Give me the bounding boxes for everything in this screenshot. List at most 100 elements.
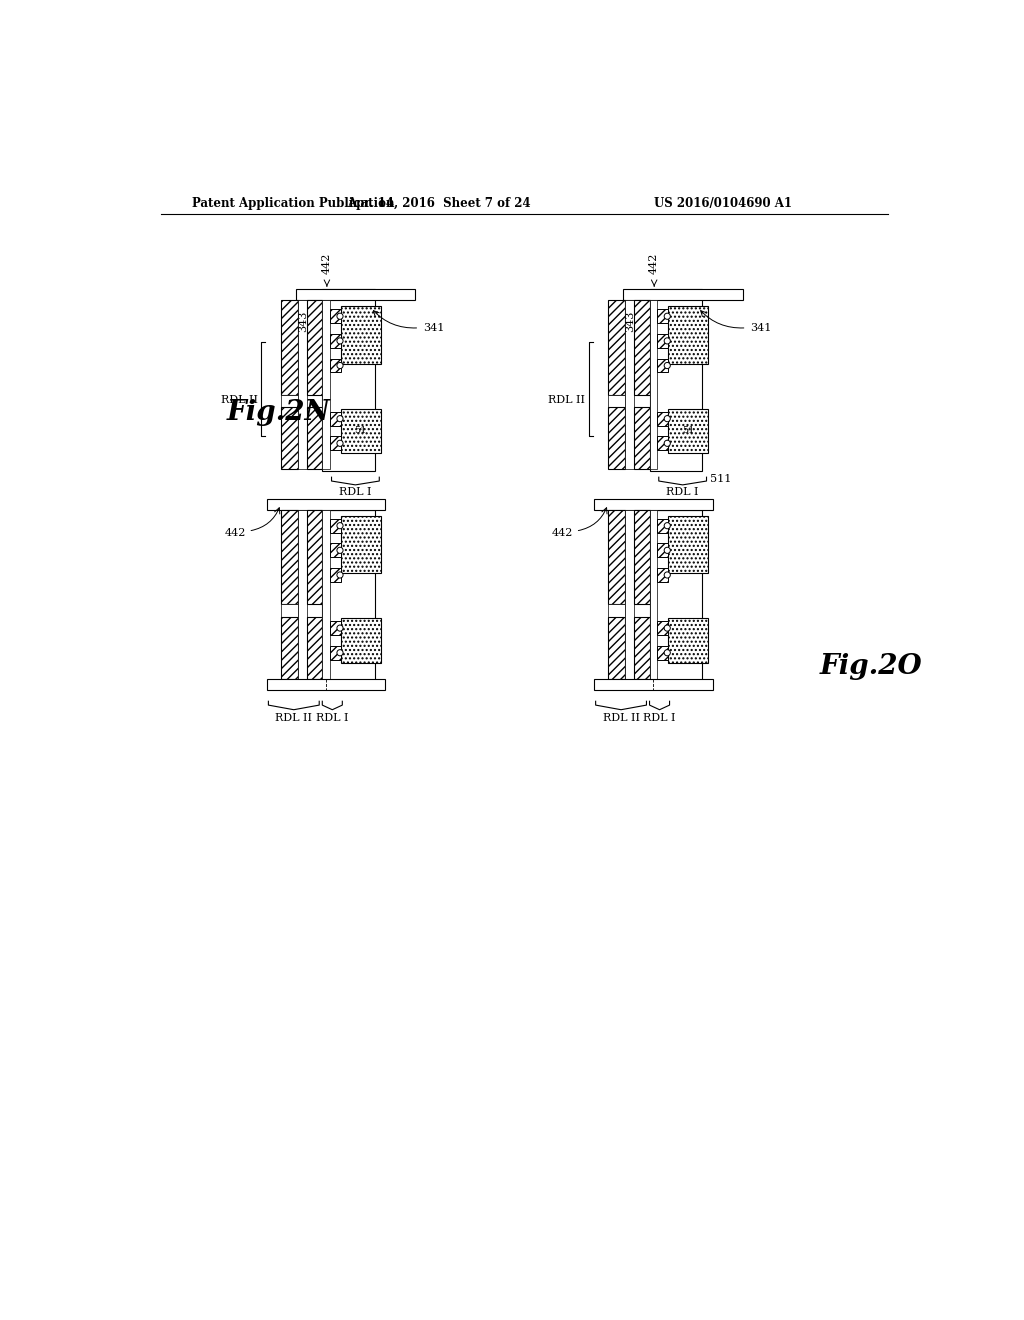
Bar bbox=[657, 412, 668, 425]
Bar bbox=[323, 289, 375, 471]
Circle shape bbox=[337, 572, 343, 578]
Bar bbox=[341, 306, 381, 364]
Bar bbox=[296, 289, 416, 300]
Bar bbox=[323, 510, 330, 678]
Bar bbox=[330, 309, 341, 323]
Bar bbox=[634, 510, 649, 605]
Bar bbox=[649, 510, 657, 678]
Bar bbox=[657, 309, 668, 323]
Text: 341: 341 bbox=[751, 323, 772, 333]
Bar bbox=[657, 437, 668, 450]
Bar bbox=[330, 412, 341, 425]
Bar bbox=[625, 300, 634, 470]
Bar bbox=[594, 678, 713, 689]
Bar bbox=[657, 622, 668, 635]
Circle shape bbox=[665, 523, 671, 529]
Bar bbox=[330, 645, 341, 660]
Text: Patent Application Publication: Patent Application Publication bbox=[193, 197, 394, 210]
Text: RDL II: RDL II bbox=[275, 713, 312, 723]
Bar bbox=[323, 300, 330, 470]
Bar bbox=[634, 300, 649, 395]
Bar bbox=[341, 618, 381, 663]
Text: RDL I: RDL I bbox=[339, 487, 372, 498]
Text: 442: 442 bbox=[224, 528, 246, 537]
Circle shape bbox=[337, 441, 343, 446]
Circle shape bbox=[665, 649, 671, 656]
Bar bbox=[323, 510, 375, 681]
Bar bbox=[657, 544, 668, 557]
Bar bbox=[608, 616, 625, 678]
Bar bbox=[649, 300, 657, 470]
Text: 442: 442 bbox=[649, 252, 659, 275]
Circle shape bbox=[665, 441, 671, 446]
Text: RDL II: RDL II bbox=[220, 395, 258, 405]
Bar bbox=[281, 395, 298, 407]
Circle shape bbox=[337, 548, 343, 553]
Circle shape bbox=[337, 313, 343, 319]
Bar bbox=[307, 616, 323, 678]
Bar bbox=[634, 407, 649, 470]
Circle shape bbox=[665, 313, 671, 319]
Bar bbox=[298, 510, 307, 678]
Text: RDL II: RDL II bbox=[602, 713, 640, 723]
Bar bbox=[330, 437, 341, 450]
Bar bbox=[307, 510, 323, 605]
Text: 51: 51 bbox=[354, 426, 367, 436]
Bar bbox=[341, 409, 381, 453]
Text: RDL I: RDL I bbox=[316, 713, 348, 723]
Bar bbox=[281, 407, 298, 470]
Bar bbox=[657, 334, 668, 348]
Bar bbox=[330, 544, 341, 557]
Bar bbox=[594, 499, 713, 510]
Bar bbox=[657, 568, 668, 582]
Bar bbox=[608, 605, 625, 616]
Bar bbox=[649, 289, 701, 471]
Bar bbox=[281, 510, 298, 605]
Bar bbox=[657, 359, 668, 372]
Text: 343: 343 bbox=[298, 312, 308, 333]
Bar bbox=[281, 605, 298, 616]
Circle shape bbox=[337, 649, 343, 656]
Bar bbox=[657, 519, 668, 532]
Bar bbox=[330, 334, 341, 348]
Bar bbox=[608, 300, 625, 395]
Bar bbox=[330, 622, 341, 635]
Bar bbox=[307, 407, 323, 470]
Text: Apr. 14, 2016  Sheet 7 of 24: Apr. 14, 2016 Sheet 7 of 24 bbox=[347, 197, 530, 210]
Bar bbox=[281, 300, 298, 395]
Circle shape bbox=[665, 338, 671, 345]
Bar bbox=[668, 516, 708, 573]
Circle shape bbox=[337, 416, 343, 422]
Bar bbox=[298, 300, 307, 470]
Bar bbox=[668, 409, 708, 453]
Text: 343: 343 bbox=[626, 312, 635, 333]
Bar bbox=[330, 519, 341, 532]
Bar bbox=[657, 645, 668, 660]
Text: Fig.2N: Fig.2N bbox=[226, 399, 331, 426]
Bar bbox=[649, 510, 701, 681]
Text: RDL I: RDL I bbox=[643, 713, 676, 723]
Bar bbox=[267, 678, 385, 689]
Text: 341: 341 bbox=[423, 323, 444, 333]
Text: Fig.2O: Fig.2O bbox=[819, 653, 923, 680]
Bar bbox=[668, 306, 708, 364]
Bar bbox=[307, 300, 323, 395]
Text: RDL II: RDL II bbox=[548, 395, 585, 405]
Bar bbox=[634, 616, 649, 678]
Bar bbox=[267, 499, 385, 510]
Text: 442: 442 bbox=[322, 252, 332, 275]
Text: RDL I: RDL I bbox=[667, 487, 699, 498]
Bar bbox=[608, 407, 625, 470]
Circle shape bbox=[337, 338, 343, 345]
Bar bbox=[625, 510, 634, 678]
Circle shape bbox=[337, 363, 343, 368]
Bar bbox=[281, 616, 298, 678]
Circle shape bbox=[337, 626, 343, 631]
Circle shape bbox=[665, 363, 671, 368]
Text: 51: 51 bbox=[682, 426, 694, 436]
Circle shape bbox=[665, 416, 671, 422]
Bar bbox=[330, 568, 341, 582]
Circle shape bbox=[665, 548, 671, 553]
Bar bbox=[330, 359, 341, 372]
Bar bbox=[668, 618, 708, 663]
